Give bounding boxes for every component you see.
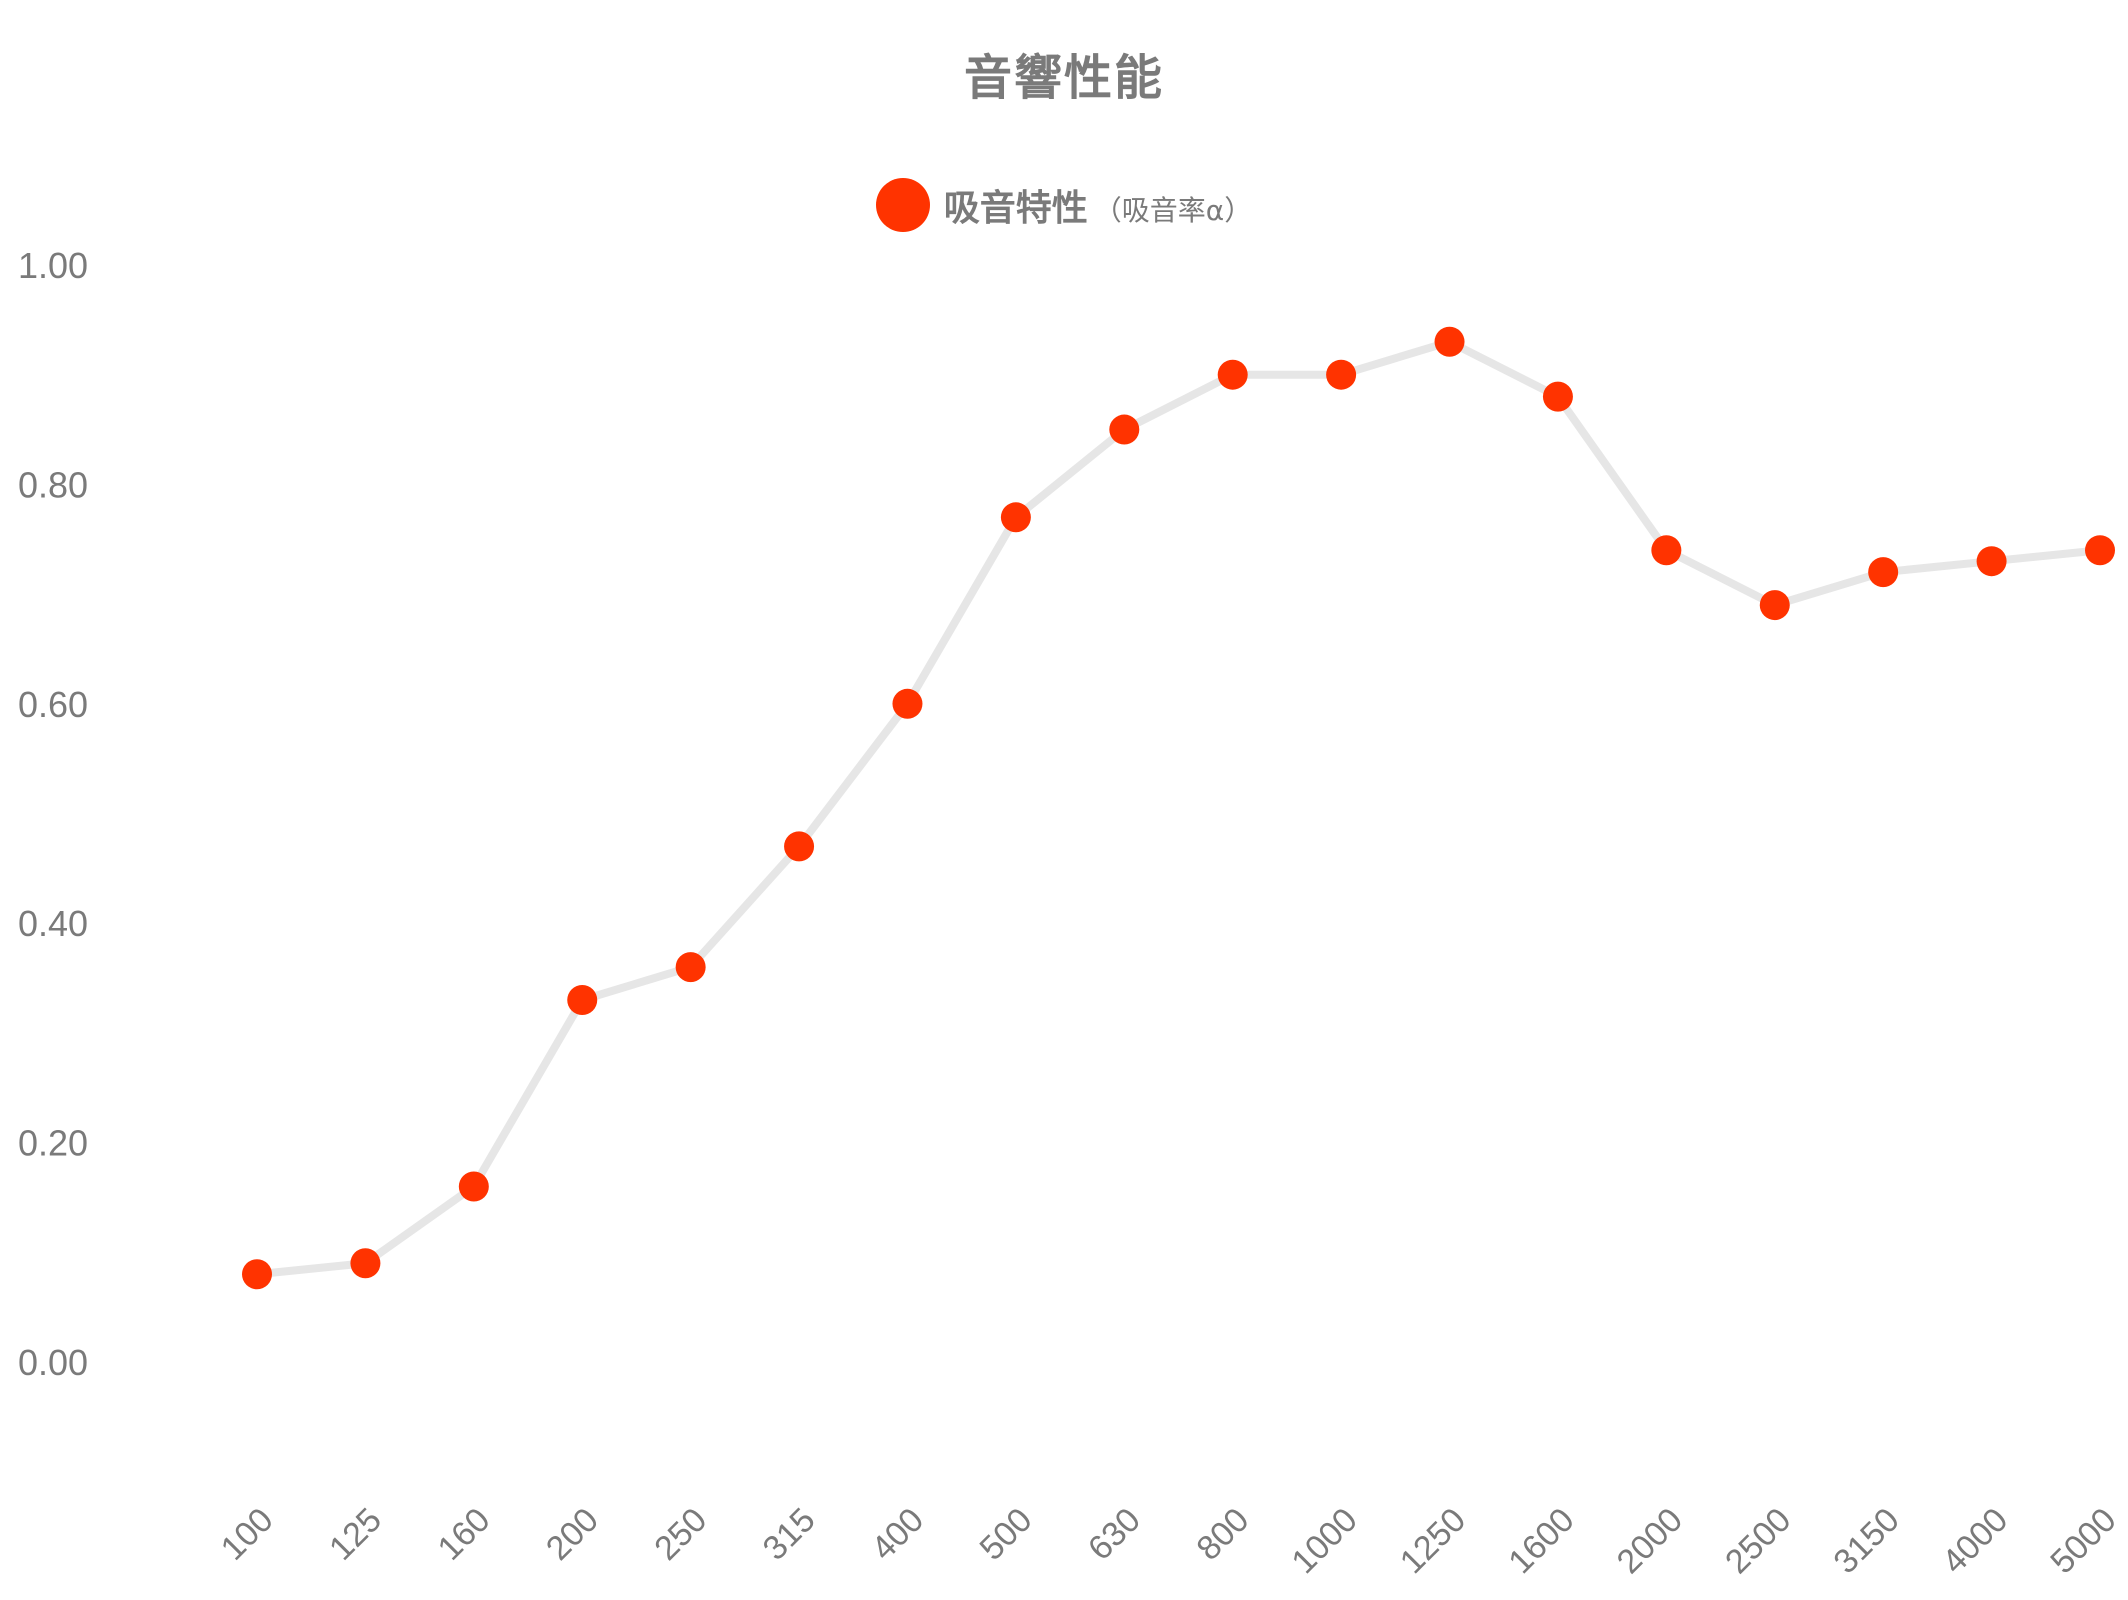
x-tick-label: 3150 (1826, 1501, 1906, 1581)
y-tick-label: 0.80 (18, 464, 88, 505)
data-point[interactable] (1434, 326, 1465, 357)
x-tick-label: 125 (322, 1501, 389, 1568)
data-point[interactable] (1759, 590, 1790, 621)
chart-title: 音響性能 (963, 50, 1164, 106)
data-point[interactable] (458, 1171, 489, 1202)
x-tick-label: 500 (973, 1501, 1040, 1568)
x-tick-label: 250 (647, 1501, 714, 1568)
x-tick-label: 160 (430, 1501, 497, 1568)
data-point[interactable] (1217, 359, 1248, 390)
data-point[interactable] (1976, 546, 2007, 577)
x-tick-label: 4000 (1935, 1501, 2015, 1581)
x-tick-label: 315 (756, 1501, 823, 1568)
y-tick-label: 0.20 (18, 1123, 88, 1164)
data-point[interactable] (567, 984, 598, 1015)
data-point[interactable] (675, 952, 706, 983)
x-tick-label: 800 (1189, 1501, 1256, 1568)
y-tick-label: 0.60 (18, 684, 88, 725)
data-point[interactable] (1000, 502, 1031, 533)
x-tick-label: 2500 (1718, 1501, 1798, 1581)
x-tick-label: 5000 (2043, 1501, 2123, 1581)
legend[interactable]: 吸音特性 （吸音率α） (0, 178, 2128, 232)
data-point[interactable] (1326, 359, 1357, 390)
x-tick-label: 1000 (1284, 1501, 1364, 1581)
y-tick-label: 1.00 (18, 245, 88, 286)
x-tick-label: 400 (864, 1501, 931, 1568)
data-point[interactable] (1651, 535, 1682, 566)
data-point[interactable] (1868, 557, 1899, 588)
x-tick-label: 100 (214, 1501, 281, 1568)
legend-marker-icon (875, 178, 930, 232)
legend-label-main: 吸音特性 (943, 188, 1088, 229)
x-tick-label: 1600 (1501, 1501, 1581, 1581)
y-tick-label: 0.40 (18, 903, 88, 944)
data-point[interactable] (1542, 381, 1573, 412)
data-point[interactable] (892, 688, 923, 719)
x-tick-label: 1250 (1393, 1501, 1473, 1581)
x-tick-label: 630 (1081, 1501, 1148, 1568)
data-point[interactable] (242, 1259, 272, 1290)
data-point[interactable] (2085, 535, 2115, 566)
legend-label: 吸音特性 （吸音率α） (944, 179, 1252, 231)
y-tick-label: 0.00 (18, 1342, 88, 1383)
series-line (253, 337, 2104, 1279)
legend-label-sub: （吸音率α） (1093, 194, 1253, 227)
data-point[interactable] (1109, 414, 1140, 445)
x-tick-label: 200 (539, 1501, 606, 1568)
data-point[interactable] (350, 1248, 381, 1279)
data-point[interactable] (784, 831, 815, 862)
x-tick-label: 2000 (1610, 1501, 1690, 1581)
